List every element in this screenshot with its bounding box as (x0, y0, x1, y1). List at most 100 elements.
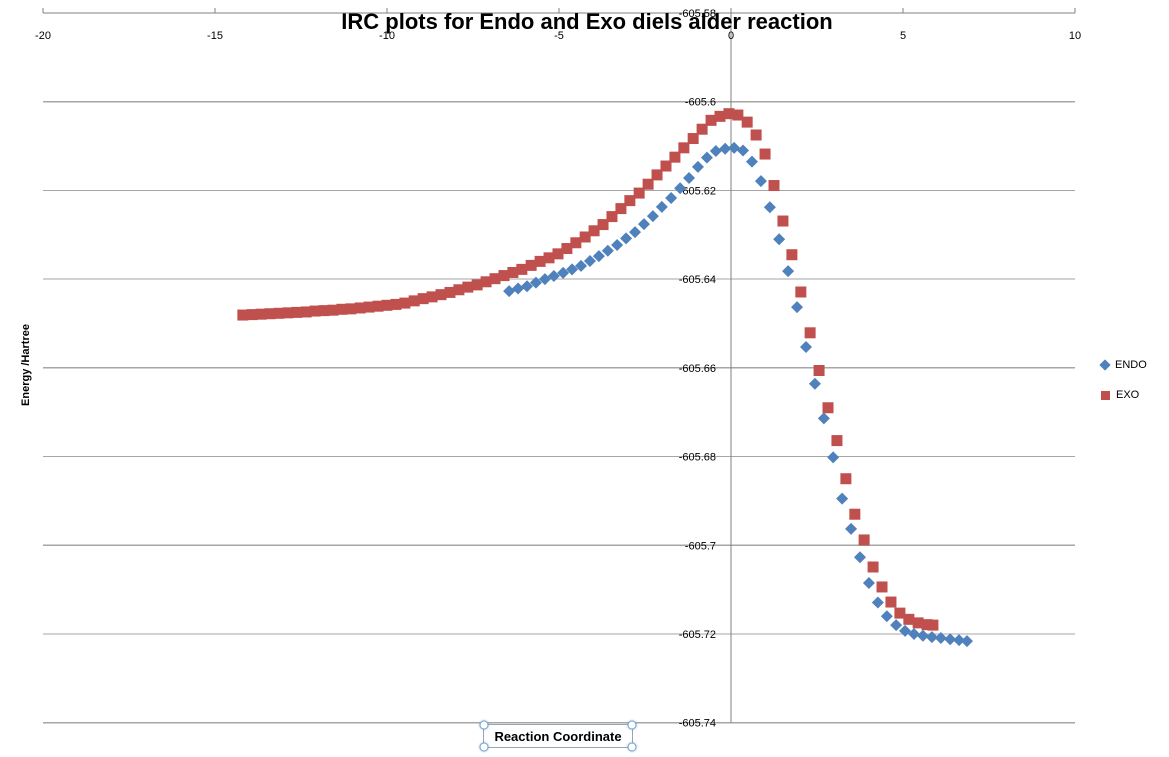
x-tick-label: 0 (728, 30, 734, 42)
endo-data-point (960, 635, 973, 648)
exo-data-point (273, 307, 285, 319)
legend-item-exo[interactable]: EXO (1101, 387, 1147, 403)
endo-data-point (601, 244, 614, 257)
exo-data-point (927, 619, 939, 631)
exo-data-point (822, 402, 834, 414)
endo-data-point (629, 226, 642, 239)
y-tick-label: -605.6 (685, 97, 716, 109)
exo-data-point (327, 304, 339, 316)
endo-data-point (899, 624, 912, 637)
x-tick-label: -20 (35, 30, 51, 42)
exo-data-point (507, 266, 519, 278)
selection-handle-top-left[interactable] (479, 720, 489, 730)
selection-handle-bottom-left[interactable] (479, 742, 489, 752)
endo-data-point (871, 596, 884, 609)
endo-data-point (683, 172, 696, 185)
y-tick-label: -605.72 (679, 629, 716, 641)
endo-data-point (808, 377, 821, 390)
exo-data-point (570, 237, 582, 249)
exo-data-point (543, 252, 555, 264)
endo-data-point (737, 144, 750, 157)
endo-data-point (908, 627, 921, 640)
exo-data-point (282, 307, 294, 319)
exo-data-point (696, 123, 708, 135)
exo-data-point (426, 291, 438, 303)
chart-title[interactable]: IRC plots for Endo and Exo diels alder r… (341, 9, 833, 34)
endo-data-point (890, 619, 903, 632)
exo-data-point (309, 305, 321, 317)
endo-data-point (745, 155, 758, 168)
exo-data-point (579, 231, 591, 243)
endo-data-point (944, 633, 957, 646)
exo-data-point (912, 617, 924, 629)
y-tick-label: -605.7 (685, 540, 716, 552)
endo-data-point (503, 285, 516, 298)
x-tick-label: -15 (207, 30, 223, 42)
exo-data-point (408, 295, 420, 307)
exo-data-point (372, 300, 384, 312)
exo-data-point (363, 301, 375, 313)
exo-data-point (444, 286, 456, 298)
endo-data-point (691, 160, 704, 173)
exo-data-point (552, 248, 564, 260)
exo-data-point (894, 607, 906, 619)
exo-data-point (795, 286, 807, 298)
endo-data-point (791, 301, 804, 314)
exo-data-point (732, 109, 744, 121)
exo-data-point (759, 148, 771, 160)
exo-data-point (840, 473, 852, 485)
x-tick-label: -10 (379, 30, 395, 42)
exo-data-point (264, 308, 276, 320)
exo-data-point (705, 114, 717, 126)
exo-square-icon (1101, 390, 1110, 400)
exo-data-point (246, 309, 258, 321)
endo-data-point (728, 141, 741, 154)
exo-data-point (642, 178, 654, 190)
exo-data-point (678, 142, 690, 154)
exo-data-point (498, 270, 510, 282)
exo-data-point (435, 289, 447, 301)
endo-data-point (934, 631, 947, 644)
y-axis-title[interactable]: Energy /Hartree (20, 324, 32, 406)
selection-handle-top-right[interactable] (627, 720, 637, 730)
exo-data-point (237, 309, 249, 321)
x-tick-label: 5 (900, 30, 906, 42)
y-tick-label: -605.66 (679, 363, 716, 375)
endo-data-point (754, 175, 767, 188)
endo-data-point (817, 412, 830, 425)
exo-data-point (354, 302, 366, 314)
legend[interactable]: ENDO EXO (1099, 357, 1147, 417)
exo-data-point (561, 243, 573, 255)
legend-item-endo[interactable]: ENDO (1099, 357, 1147, 373)
endo-data-point (583, 254, 596, 267)
exo-data-point (318, 305, 330, 317)
exo-data-point (858, 534, 870, 546)
selection-handle-bottom-right[interactable] (627, 742, 637, 752)
exo-data-point (723, 108, 735, 120)
endo-data-point (709, 144, 722, 157)
endo-data-point (655, 200, 668, 213)
exo-data-point (669, 151, 681, 163)
x-tick-label: -5 (554, 30, 564, 42)
x-axis-title-textbox[interactable]: Reaction Coordinate (479, 720, 637, 752)
endo-data-point (637, 218, 650, 231)
exo-data-point (336, 303, 348, 315)
endo-data-point (620, 232, 633, 245)
y-tick-label: -605.74 (679, 718, 716, 730)
endo-data-point (674, 182, 687, 195)
exo-data-point (804, 327, 816, 339)
endo-data-point (592, 250, 605, 263)
endo-data-point (845, 522, 858, 535)
endo-data-point (611, 238, 624, 251)
endo-data-point (512, 282, 525, 295)
exo-data-point (624, 195, 636, 207)
endo-data-point (799, 340, 812, 353)
exo-data-point (903, 613, 915, 625)
endo-data-point (916, 629, 929, 642)
exo-data-point (885, 596, 897, 608)
endo-diamond-icon (1099, 359, 1111, 371)
exo-data-point (417, 293, 429, 305)
exo-data-point (390, 298, 402, 310)
